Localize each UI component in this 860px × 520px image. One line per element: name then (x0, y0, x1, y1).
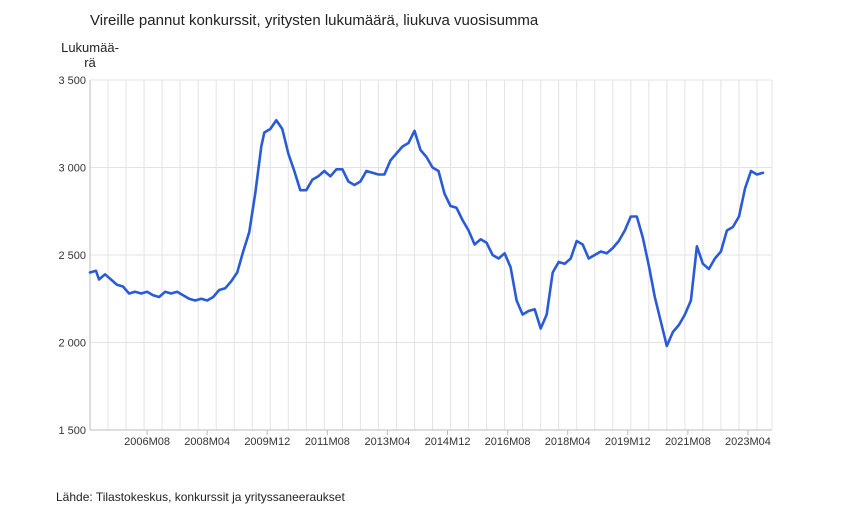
axis-layer (89, 79, 773, 435)
source-note: Lähde: Tilastokeskus, konkurssit ja yrit… (56, 490, 345, 504)
x-tick-label: 2023M04 (725, 436, 771, 448)
chart-title: Vireille pannut konkurssit, yritysten lu… (90, 12, 539, 29)
tick-label-layer: 3 500 3 000 2 500 2 000 1 500 2006M08 2008M04 2… (58, 75, 770, 448)
x-tick-label: 2016M08 (485, 436, 531, 448)
y-axis-label-text: Lukumää-rä (61, 40, 119, 70)
x-tick-label: 2018M04 (545, 436, 591, 448)
x-tick-label: 2013M04 (364, 436, 410, 448)
y-tick-label: 3 500 (58, 75, 86, 87)
series-layer (88, 119, 765, 348)
series-line (88, 119, 765, 348)
y-tick-label: 1 500 (58, 425, 86, 437)
x-tick-label: 2019M12 (605, 436, 651, 448)
grid-layer (90, 79, 772, 431)
x-tick-label: 2011M08 (305, 436, 350, 448)
y-tick-label: 2 000 (58, 338, 86, 350)
y-tick-label: 2 500 (58, 250, 86, 262)
x-tick-label: 2006M08 (124, 436, 170, 448)
x-tick-label: 2009M12 (244, 436, 290, 448)
x-tick-label: 2014M12 (425, 436, 471, 448)
x-tick-label: 2008M04 (184, 436, 230, 448)
x-tick-label: 2021M08 (665, 436, 711, 448)
y-axis-label: Lukumää-rä (52, 40, 128, 70)
y-tick-label: 3 000 (58, 163, 86, 175)
